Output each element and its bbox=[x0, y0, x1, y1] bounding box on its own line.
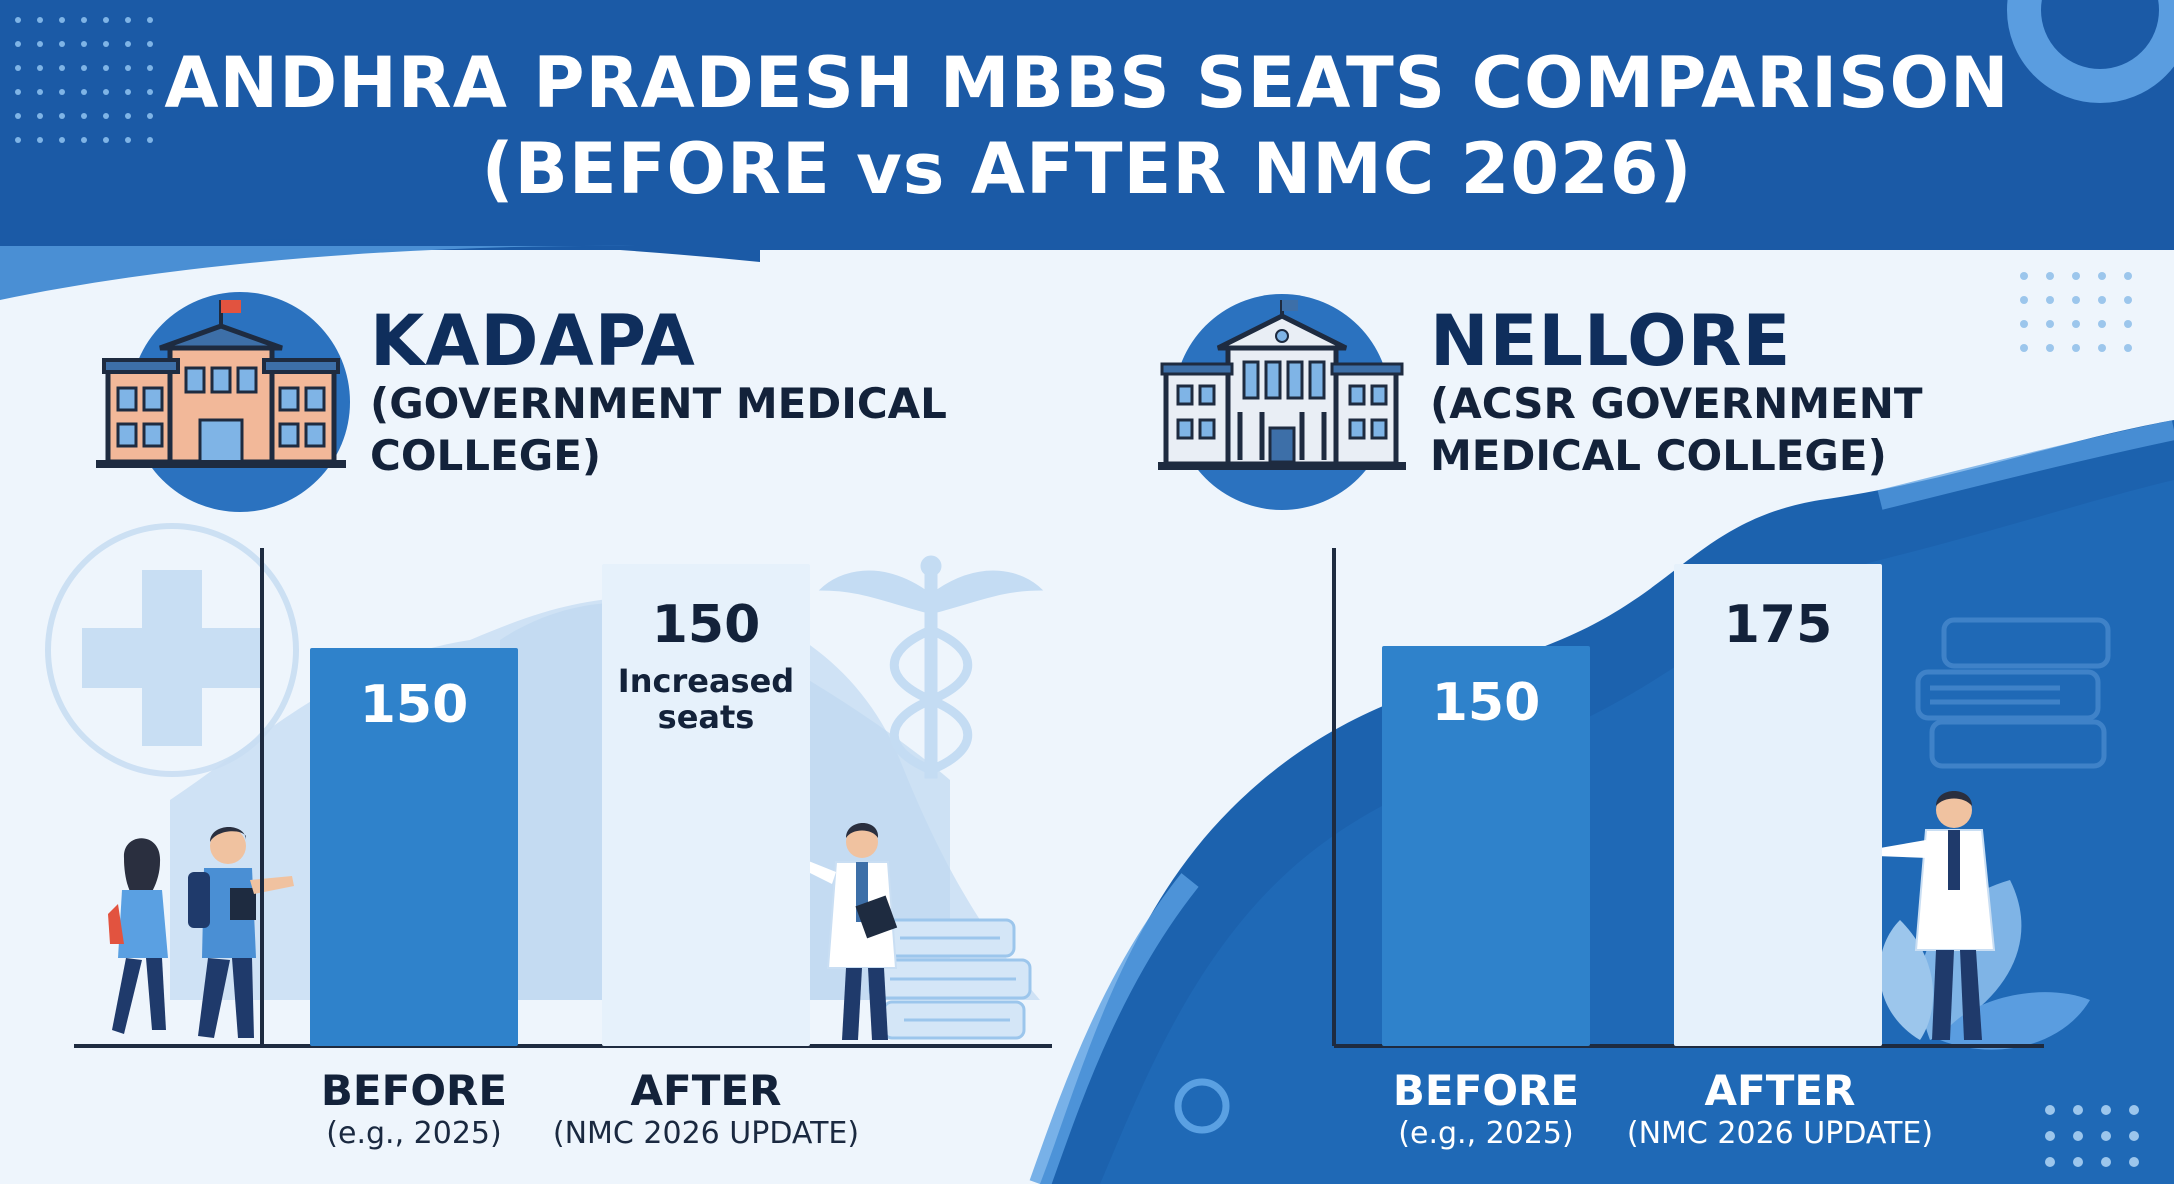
medical-cross-icon bbox=[45, 523, 299, 777]
dot-grid-top-left bbox=[15, 17, 153, 143]
dot-grid-right bbox=[2020, 272, 2132, 352]
subtitle-line: MEDICAL COLLEGE) bbox=[1430, 431, 1887, 480]
category-label-before-kadapa: BEFORE bbox=[320, 1066, 508, 1115]
book-stack-icon bbox=[868, 918, 1032, 1040]
doctor-figure bbox=[800, 823, 898, 1040]
building-icon bbox=[96, 292, 350, 512]
college-subtitle-nellore: (ACSR GOVERNMENT MEDICAL COLLEGE) bbox=[1430, 378, 2070, 482]
data-label-before: 150 bbox=[1432, 673, 1541, 733]
subtitle-line: (ACSR GOVERNMENT bbox=[1430, 379, 1923, 428]
book-stack-icon-right bbox=[1915, 617, 2111, 769]
student-figure bbox=[108, 827, 294, 1038]
dot-grid-bottom-right bbox=[2045, 1105, 2139, 1167]
bar-before-kadapa bbox=[310, 648, 518, 1046]
bar-after-nellore bbox=[1674, 564, 1882, 1046]
subtitle-line: (GOVERNMENT MEDICAL bbox=[370, 379, 947, 428]
bar-after-kadapa bbox=[602, 564, 810, 1046]
category-label-before-nellore: BEFORE bbox=[1392, 1066, 1580, 1115]
college-subtitle-kadapa: (GOVERNMENT MEDICAL COLLEGE) bbox=[370, 378, 1010, 482]
category-note-after-kadapa: (NMC 2026 UPDATE) bbox=[552, 1116, 860, 1151]
bar-annotation-line: Increased bbox=[618, 662, 794, 700]
category-note-before-nellore: (e.g., 2025) bbox=[1398, 1116, 1574, 1151]
category-label-after-kadapa: AFTER bbox=[630, 1066, 782, 1115]
category-note-before-kadapa: (e.g., 2025) bbox=[326, 1116, 502, 1151]
data-label-after: 150 bbox=[652, 595, 761, 655]
caduceus-icon bbox=[818, 555, 1044, 779]
doctor-figure-right bbox=[1876, 791, 1996, 1040]
bar-annotation-line: seats bbox=[658, 698, 755, 736]
subtitle-line: COLLEGE) bbox=[370, 431, 602, 480]
data-label-before: 150 bbox=[360, 675, 469, 735]
category-note-after-nellore: (NMC 2026 UPDATE) bbox=[1626, 1116, 1934, 1151]
college-name-nellore: NELLORE bbox=[1430, 300, 1792, 382]
bar-before-nellore bbox=[1382, 646, 1590, 1046]
hospital-icon bbox=[1158, 294, 1406, 510]
category-label-after-nellore: AFTER bbox=[1704, 1066, 1856, 1115]
page-title-line-2: (BEFORE vs AFTER NMC 2026) bbox=[481, 128, 1693, 210]
college-name-kadapa: KADAPA bbox=[370, 300, 696, 382]
data-label-after: 175 bbox=[1724, 595, 1833, 655]
page-title-line-1: ANDHRA PRADESH MBBS SEATS COMPARISON bbox=[164, 42, 2010, 124]
